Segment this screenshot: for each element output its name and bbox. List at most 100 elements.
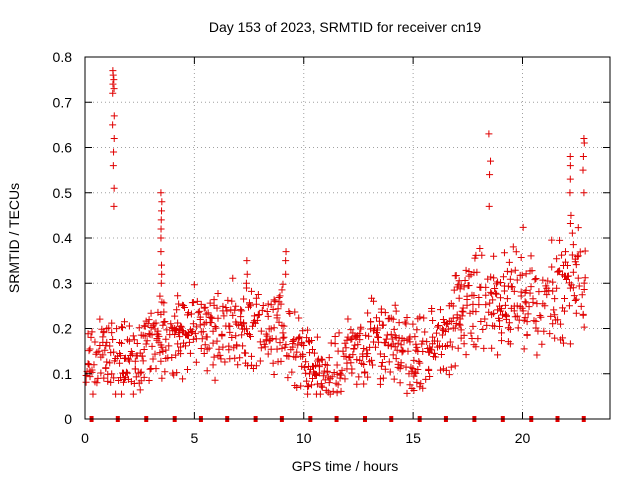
data-point [426,373,434,381]
data-point [403,389,411,397]
data-point [292,353,300,361]
data-point [157,248,165,256]
data-point [183,366,191,374]
data-point [568,251,576,259]
data-point [243,270,251,278]
data-point [197,300,205,308]
data-point [509,243,517,251]
data-point [137,377,145,385]
data-point [284,374,292,382]
data-point [278,286,286,294]
data-point [392,355,400,363]
data-point [158,261,166,269]
data-point [192,335,200,343]
data-point [220,312,228,320]
data-point [513,312,521,320]
data-point [451,324,459,332]
data-point [110,112,118,120]
data-point [363,353,371,361]
data-point [175,329,183,337]
data-point [372,343,379,351]
data-point [247,287,255,295]
data-point [581,247,589,255]
data-point [391,332,399,340]
data-point [232,332,240,340]
data-point [214,290,222,298]
data-point [478,251,486,259]
data-point [411,333,419,341]
data-point [485,130,493,138]
data-point [353,356,361,364]
data-point [402,320,410,328]
data-point [511,266,519,274]
data-point [480,344,488,352]
data-point [531,276,539,284]
data-point [278,344,286,352]
data-point [465,282,473,290]
data-point [360,380,368,388]
data-point [463,301,471,309]
data-point [116,359,124,367]
data-point [357,325,365,333]
data-point [422,375,430,383]
data-point [239,342,247,350]
data-point [186,349,194,357]
data-point [177,343,185,351]
data-point [221,358,229,366]
data-point [438,331,446,339]
data-point [412,369,420,377]
data-point [210,353,218,361]
data-point [123,369,131,377]
data-point [280,333,288,341]
data-point [298,362,306,370]
data-point [106,342,114,350]
data-point [238,307,246,315]
data-point [580,279,588,287]
data-point [118,339,126,347]
data-point [297,382,305,390]
data-point [189,335,197,343]
data-point [158,343,166,351]
data-point [532,317,540,325]
data-point [226,328,234,336]
data-point [282,248,290,256]
data-point [548,263,556,271]
data-point [333,389,341,397]
data-point [494,351,502,359]
data-point [428,304,436,312]
data-point [325,379,333,387]
data-point [273,345,281,353]
data-point [423,338,431,346]
data-point [459,308,467,316]
data-point [355,373,363,381]
data-point [350,344,358,352]
data-point [494,278,502,286]
data-point [551,295,559,303]
data-point [379,321,387,329]
data-point [319,372,327,380]
data-point [172,351,180,359]
y-tick-label: 0.2 [53,321,73,337]
data-point [226,322,234,330]
data-point [395,319,403,327]
data-point [161,317,169,325]
data-point [578,291,586,299]
data-point [391,301,399,309]
data-point [182,342,190,350]
data-point [529,298,537,306]
data-point [449,314,457,322]
data-point [579,153,587,161]
data-point [460,283,468,291]
data-point [279,280,287,288]
data-point [95,347,103,355]
data-point [282,341,290,349]
data-point [309,345,316,353]
data-point [439,315,447,323]
data-point [436,306,444,314]
data-point [315,363,323,371]
data-point [305,382,313,390]
data-point [155,332,163,340]
data-point [566,340,574,348]
data-point [508,283,516,291]
data-point [246,300,253,308]
